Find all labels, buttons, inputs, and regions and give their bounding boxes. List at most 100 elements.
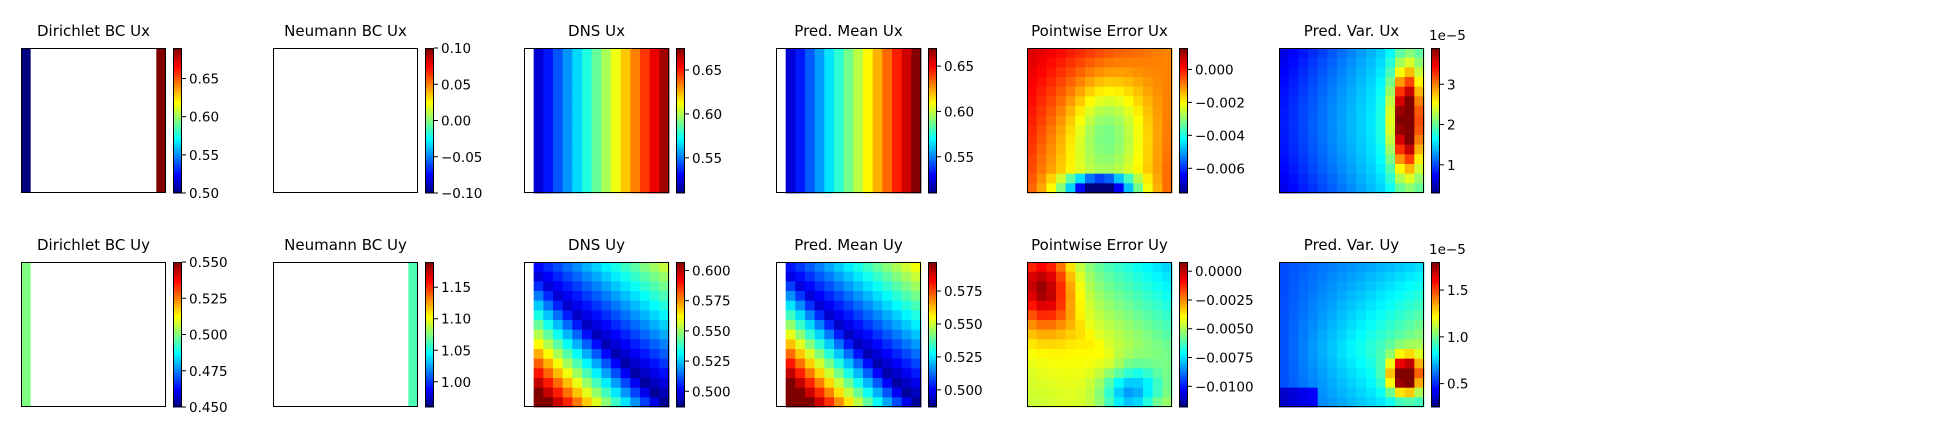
heatmap-cell — [785, 115, 796, 126]
colorbar-segment — [173, 62, 182, 66]
heatmap-cell — [911, 368, 922, 379]
heatmap-cell — [1337, 154, 1348, 165]
colorbar-frame — [1179, 262, 1188, 407]
heatmap-cell — [601, 96, 612, 107]
heatmap-cell — [1065, 358, 1076, 369]
heatmap-cell — [1056, 144, 1067, 155]
colorbar-segment — [1431, 339, 1440, 343]
colorbar-segment — [676, 288, 685, 292]
heatmap-cell — [1366, 271, 1377, 282]
colorbar-segment — [1431, 283, 1440, 287]
heatmap-cell — [1143, 164, 1154, 175]
colorbar-segment — [173, 50, 182, 54]
heatmap-cell — [640, 320, 651, 331]
heatmap-cell — [533, 48, 544, 59]
colorbar-segment — [1431, 349, 1440, 352]
heatmap-cell — [1366, 300, 1377, 311]
axes-frame — [776, 48, 921, 193]
colorbar-segment — [1431, 154, 1440, 158]
heatmap-cell — [562, 368, 573, 379]
colorbar-segment — [425, 281, 434, 285]
heatmap-cell — [1046, 135, 1057, 146]
colorbar-segment — [676, 327, 685, 331]
heatmap-cell — [1308, 387, 1319, 398]
heatmap-cell — [901, 57, 912, 68]
heatmap-cell — [591, 291, 602, 302]
colorbar-segment — [425, 60, 434, 63]
heatmap-cell — [1114, 339, 1125, 350]
heatmap-cell — [814, 329, 825, 340]
heatmap-cell — [824, 86, 835, 97]
heatmap-cell — [1414, 183, 1425, 194]
heatmap-cell — [1056, 164, 1067, 175]
heatmap-cell — [1288, 281, 1299, 292]
colorbar-segment — [1431, 390, 1440, 393]
heatmap-cell — [1308, 262, 1319, 273]
heatmap-cell — [834, 368, 845, 379]
colorbar-segment — [676, 264, 685, 268]
heatmap-cell — [601, 125, 612, 136]
heatmap-cell — [1288, 397, 1299, 408]
colorbar-segment — [173, 332, 182, 335]
heatmap-cell — [1065, 271, 1076, 282]
heatmap-cell — [863, 397, 874, 408]
heatmap-cell — [1075, 271, 1086, 282]
heatmap-cell — [1327, 281, 1338, 292]
colorbar-segment — [676, 173, 685, 177]
heatmap-cell — [620, 67, 631, 78]
heatmap-cell — [1279, 378, 1290, 389]
heatmap-cell — [630, 397, 641, 408]
heatmap-cell — [591, 358, 602, 369]
heatmap-cell — [572, 310, 583, 321]
colorbar-segment — [928, 283, 937, 287]
heatmap-cell — [1346, 271, 1357, 282]
heatmap-cell — [1298, 300, 1309, 311]
heatmap-cell — [824, 164, 835, 175]
colorbar-segment — [425, 81, 434, 85]
heatmap-cell — [1056, 310, 1067, 321]
heatmap-cell — [1027, 271, 1038, 282]
heatmap-cell — [543, 48, 554, 59]
heatmap-cell — [1279, 387, 1290, 398]
heatmap-cell — [582, 378, 593, 389]
colorbar-segment — [928, 125, 937, 129]
heatmap-cell — [843, 329, 854, 340]
heatmap-cell — [659, 106, 670, 117]
heatmap-cell — [1317, 339, 1328, 350]
heatmap-cell — [853, 115, 864, 126]
colorbar-segment — [425, 74, 434, 78]
heatmap-cell — [1133, 115, 1144, 126]
heatmap-cell — [1152, 397, 1163, 408]
heatmap-cell — [1133, 48, 1144, 59]
heatmap-cell — [1308, 291, 1319, 302]
heatmap-cell — [582, 291, 593, 302]
colorbar-segment — [425, 139, 434, 143]
heatmap-cell — [1346, 57, 1357, 68]
heatmap-cell — [620, 154, 631, 165]
heatmap-cell — [1279, 329, 1290, 340]
heatmap-cell — [1056, 300, 1067, 311]
heatmap-cell — [1298, 144, 1309, 155]
heatmap-cell — [1123, 387, 1134, 398]
heatmap-cell — [582, 271, 593, 282]
heatmap-cell — [659, 135, 670, 146]
colorbar-segment — [1431, 77, 1440, 80]
colorbar-segment — [676, 397, 685, 401]
heatmap-cell — [1027, 115, 1038, 126]
colorbar-segment — [1179, 72, 1188, 76]
heatmap-cell — [834, 397, 845, 408]
heatmap-cell — [1298, 310, 1309, 321]
colorbar-segment — [676, 151, 685, 155]
heatmap-cell — [785, 397, 796, 408]
colorbar-segment — [425, 57, 434, 61]
heatmap-cell — [1346, 339, 1357, 350]
colorbar-segment — [928, 390, 937, 393]
colorbar-segment — [676, 312, 685, 316]
colorbar-segment — [425, 118, 434, 121]
heatmap-cell — [562, 387, 573, 398]
heatmap-cell — [1143, 86, 1154, 97]
colorbar-segment — [425, 358, 434, 362]
colorbar-segment — [1431, 387, 1440, 391]
heatmap-cell — [1375, 349, 1386, 360]
